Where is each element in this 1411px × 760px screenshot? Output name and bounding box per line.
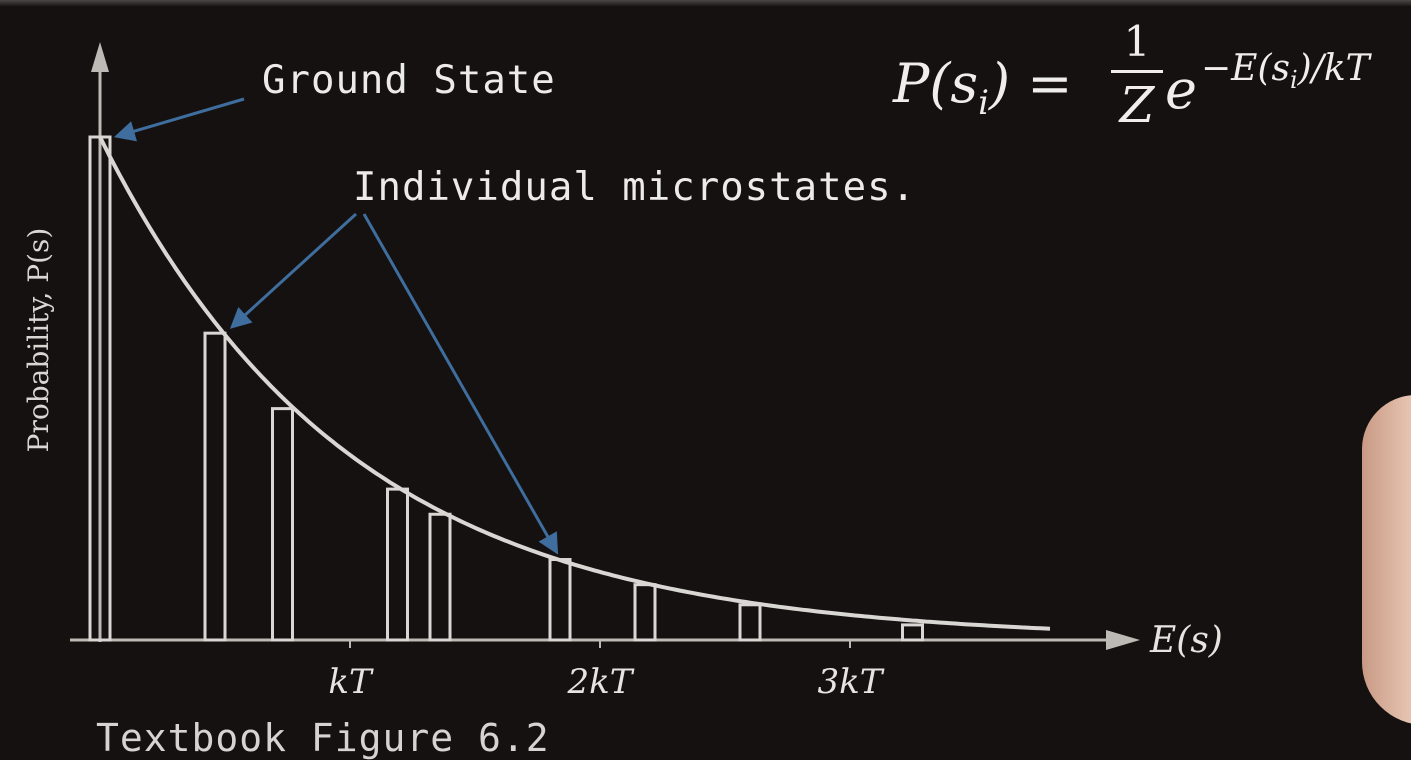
formula-numerator: 1 <box>1123 17 1151 66</box>
microstate-bar <box>901 623 924 642</box>
microstate-bar <box>386 487 409 642</box>
microstate-arrow-left <box>229 212 358 329</box>
fraction-bar <box>1111 70 1163 73</box>
boltzmann-chart: kT 2kT 3kT Probability, P(s) E(s) <box>22 42 1223 702</box>
x-ticks: kT 2kT 3kT <box>328 640 885 702</box>
microstate-bar <box>428 512 452 642</box>
presenter-hand <box>1362 395 1411 725</box>
microstate-bars <box>88 135 924 642</box>
x-axis-label: E(s) <box>1149 620 1223 661</box>
ground-state-label: Ground State <box>262 58 556 103</box>
x-tick-label: kT <box>328 662 374 702</box>
axes <box>70 42 1140 650</box>
top-border <box>0 0 1411 6</box>
formula-denominator: Z <box>1119 76 1155 134</box>
microstates-label: Individual microstates. <box>353 165 917 210</box>
footer-caption-cutoff: Textbook Figure 6.2 <box>96 716 550 760</box>
ground-state-arrow <box>113 97 245 142</box>
formula-base: e <box>1165 58 1197 121</box>
microstate-bar <box>203 331 227 642</box>
formula-exponent: −E(si)/kT <box>1201 48 1370 95</box>
x-axis-arrowhead <box>1106 630 1140 650</box>
microstate-bar <box>548 558 572 642</box>
formula-lhs: P(si) = <box>893 52 1073 123</box>
microstate-bar <box>738 603 762 642</box>
microstate-bar <box>633 583 657 642</box>
x-tick-label: 2kT <box>567 662 635 702</box>
y-axis-label: Probability, P(s) <box>22 228 55 453</box>
y-axis-arrowhead <box>91 42 109 72</box>
microstate-bar <box>271 407 294 642</box>
formula-fraction: 1 Z <box>1111 18 1163 131</box>
microstate-arrow-right <box>362 213 559 555</box>
boltzmann-curve <box>98 136 1051 631</box>
annotation-arrows <box>113 97 559 555</box>
x-tick-label: 3kT <box>818 662 885 702</box>
